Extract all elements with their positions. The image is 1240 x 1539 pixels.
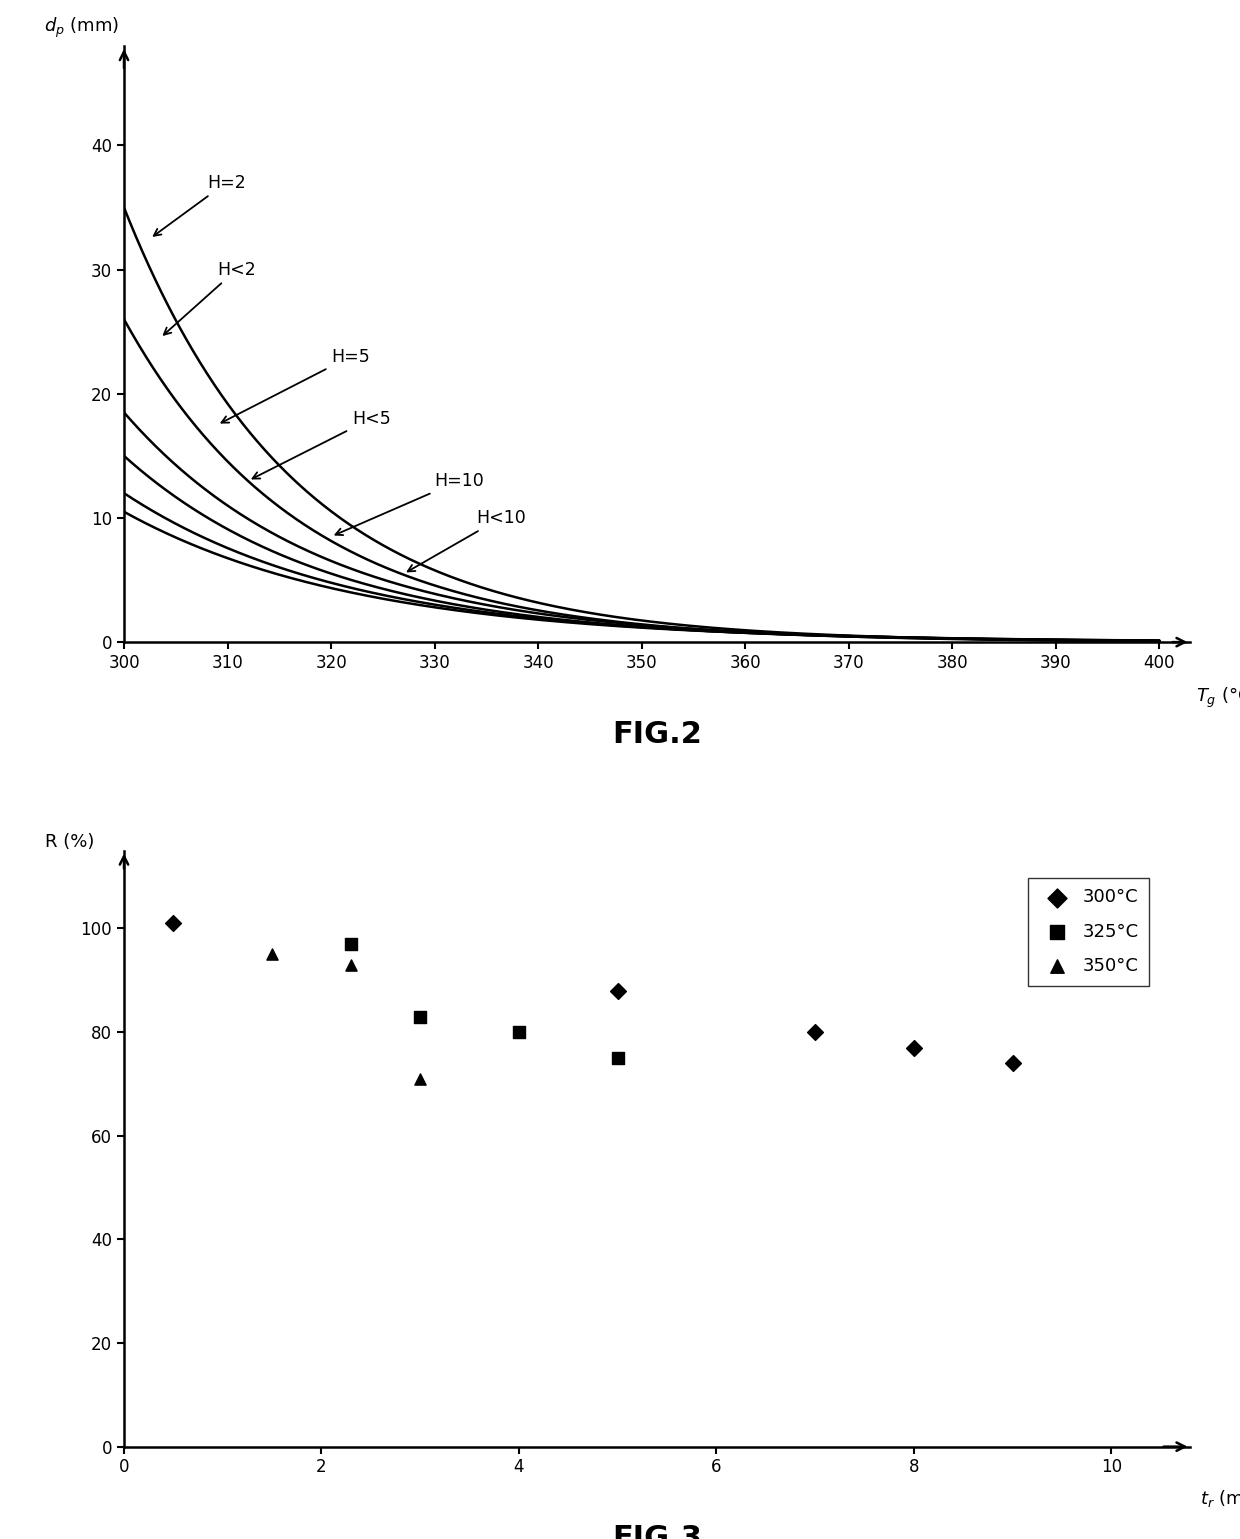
300°C <box>608 979 627 1003</box>
325°C <box>410 1005 430 1030</box>
350°C <box>262 942 281 966</box>
Text: FIG.3: FIG.3 <box>613 1524 702 1539</box>
Text: H<10: H<10 <box>408 509 526 571</box>
300°C <box>164 911 184 936</box>
Text: H<5: H<5 <box>253 409 391 479</box>
Text: $d_p$ (mm): $d_p$ (mm) <box>43 15 119 40</box>
Text: FIG.2: FIG.2 <box>613 720 702 748</box>
350°C <box>410 1067 430 1091</box>
Text: H=2: H=2 <box>154 174 246 235</box>
325°C <box>341 931 361 956</box>
Text: $T_g$ (°C): $T_g$ (°C) <box>1195 685 1240 709</box>
300°C <box>904 1036 924 1060</box>
Legend: 300°C, 325°C, 350°C: 300°C, 325°C, 350°C <box>1028 877 1149 986</box>
Text: H=10: H=10 <box>336 472 485 536</box>
Text: H=5: H=5 <box>222 348 370 423</box>
325°C <box>608 1045 627 1070</box>
Text: R (%): R (%) <box>45 833 94 851</box>
325°C <box>510 1020 529 1045</box>
300°C <box>805 1020 825 1045</box>
Text: $t_r$ (min): $t_r$ (min) <box>1200 1488 1240 1510</box>
300°C <box>1003 1051 1023 1076</box>
Text: H<2: H<2 <box>164 260 255 336</box>
350°C <box>341 953 361 977</box>
